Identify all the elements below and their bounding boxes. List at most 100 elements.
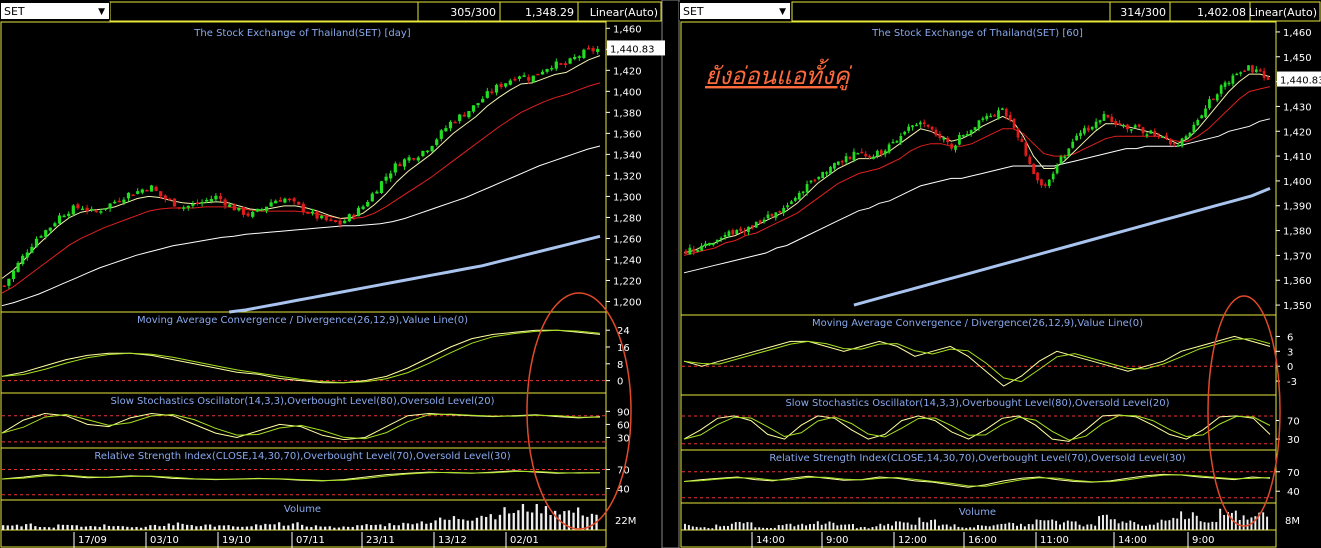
panel-60-volume-bar — [848, 524, 851, 530]
panel-60-candle-body — [938, 133, 942, 139]
panel-splitter — [661, 0, 680, 548]
panel-60-volume-bar — [883, 525, 886, 530]
panel-day-volume-bar — [11, 525, 14, 530]
panel-60-candle-body — [836, 161, 840, 165]
panel-day-volume-bar — [462, 519, 465, 530]
panel-60-ema-mid-line — [683, 86, 1271, 256]
panel-day-candle-body — [159, 191, 163, 197]
panel-60-volume-bar — [1199, 521, 1202, 530]
panel-day-candle-body — [113, 201, 117, 204]
panel-day-candle-body — [554, 61, 558, 69]
panel-day-candle-body — [384, 176, 388, 181]
panel-day-volume-bar — [43, 527, 46, 530]
panel-day-volume-bar — [144, 526, 147, 530]
panel-day-last-price-box — [607, 40, 665, 56]
panel-day-volume-bar — [494, 519, 497, 530]
panel-day-candle-body — [218, 195, 223, 200]
panel-60-volume-bar — [1184, 519, 1187, 530]
panel-60-candle-body — [704, 243, 707, 247]
panel-day-date-tick-label: 02/01 — [510, 535, 539, 546]
panel-day-macd-tick-label: 0 — [617, 377, 623, 388]
panel-60-volume-bar — [1105, 514, 1108, 530]
panel-60-price-tick-label: 1,370 — [1283, 251, 1312, 262]
symbol-select-right[interactable]: SET ▼ — [679, 2, 791, 20]
panel-60-candle-body — [872, 156, 875, 160]
panel-day-volume-bar — [429, 522, 433, 530]
panel-60-candle-body — [934, 129, 938, 136]
panel-60-candle-body — [997, 110, 1000, 118]
panel-60-date-tick-label: 16:00 — [968, 535, 997, 546]
panel-60-candle-body — [1149, 130, 1153, 134]
panel-day-candle-body — [416, 157, 420, 161]
panel-60-candle-body — [879, 150, 883, 155]
panel-60-volume-bar — [1133, 522, 1136, 530]
panel-day-volume-bar — [38, 527, 42, 530]
panel-day-candle-body — [471, 105, 476, 112]
panel-60-macd-tick-label: 6 — [1287, 332, 1293, 343]
panel-day-price-label: 1,348.29 — [525, 6, 574, 19]
panel-60-candle-body — [1102, 113, 1106, 121]
panel-day-stoch-title: Slow Stochastics Oscillator(14,3,3),Over… — [110, 396, 494, 407]
panel-60-candle-body — [774, 212, 778, 218]
panel-60-candle-body — [911, 125, 914, 128]
panel-60-candle-body — [708, 242, 711, 246]
panel-day-volume-bar — [402, 522, 405, 530]
panel-60-volume-bar — [1051, 519, 1054, 530]
panel-60-header-bar — [791, 1, 1321, 22]
panel-day-volume-bar — [324, 526, 327, 530]
panel-day-volume-bar — [540, 513, 543, 530]
panel-60-candle-body — [922, 122, 926, 125]
panel-60-candle-body — [1208, 99, 1211, 109]
panel-day-price-tick-label: 1,200 — [613, 297, 642, 308]
symbol-select-left[interactable]: SET ▼ — [0, 2, 110, 20]
panel-day-volume-bar — [439, 517, 442, 530]
panel-day-candle-body — [25, 252, 29, 258]
panel-60-price-tick-label: 1,420 — [1283, 127, 1312, 138]
panel-60-volume-bar — [1148, 524, 1151, 530]
panel-60-volume-bar — [863, 526, 866, 530]
panel-day-volume-bar — [517, 510, 520, 530]
panel-60-candle-body — [895, 141, 899, 143]
panel-60-volume-bar — [1004, 523, 1007, 530]
panel-60-candle-body — [1040, 179, 1043, 186]
panel-day-ema-long-line — [229, 234, 601, 314]
panel-day-volume-bar — [232, 526, 235, 530]
panel-day-candle-body — [448, 121, 453, 129]
panel-day-volume-bar — [163, 525, 166, 530]
panel-60-candle-body — [1012, 119, 1016, 128]
panel-60-volume-bar — [1160, 519, 1163, 530]
panel-60-candle-body — [1075, 135, 1078, 141]
panel-60-chart-title: The Stock Exchange of Thailand(SET) [60] — [871, 28, 1083, 39]
panel-day-volume-bar — [471, 520, 474, 530]
panel-day-volume-bar — [181, 523, 184, 530]
panel-60-volume-bar — [887, 523, 890, 530]
panel-day-candle-body — [149, 185, 154, 192]
panel-60-candle-body — [1067, 148, 1071, 157]
panel-60-volume-bar — [746, 522, 749, 530]
panel-day-candle-body — [90, 209, 94, 211]
panel-60-candle-body — [954, 145, 957, 150]
panel-60-candle-body — [829, 166, 832, 174]
panel-60-volume-bar — [996, 524, 999, 530]
panel-60-candle-body — [797, 192, 801, 200]
panel-60-volume-bar — [949, 526, 952, 530]
panel-day-candle-body — [85, 207, 89, 212]
panel-60-volume-bar — [898, 521, 901, 530]
panel-day-volume-bar — [337, 527, 341, 530]
panel-60-date-tick-label: 9:00 — [826, 535, 848, 546]
panel-day-volume-bar — [448, 519, 451, 530]
highlight-ellipse-left — [526, 292, 632, 530]
panel-day-candle-body — [517, 76, 522, 79]
panel-60-candle-body — [801, 191, 805, 194]
panel-60-date-tick-label: 11:00 — [1040, 535, 1069, 546]
panel-60-candle-body — [903, 131, 907, 135]
panel-60-volume-bar — [918, 517, 921, 530]
panel-day-candle-body — [527, 77, 531, 81]
panel-60-candle-body — [1098, 120, 1102, 123]
panel-60-price-tick-label: 1,400 — [1283, 177, 1312, 188]
panel-60-candle-body — [1083, 128, 1086, 134]
panel-60-ema-slow-line — [683, 118, 1271, 274]
panel-day-candle-body — [499, 83, 503, 88]
panel-day-candle-body — [108, 203, 112, 209]
panel-day-volume-bar — [508, 513, 511, 530]
